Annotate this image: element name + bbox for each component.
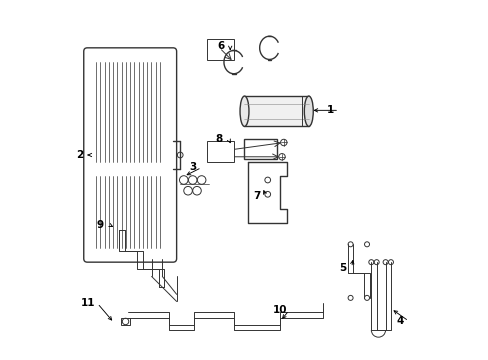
Text: 6: 6 [217, 41, 224, 51]
Text: 5: 5 [338, 262, 346, 273]
Text: 4: 4 [395, 316, 403, 326]
Ellipse shape [304, 96, 313, 126]
Text: 3: 3 [189, 162, 196, 172]
Text: 2: 2 [76, 150, 83, 160]
Bar [121, 318, 130, 325]
Bar [244, 96, 308, 126]
Text: 11: 11 [81, 298, 96, 308]
Text: 1: 1 [326, 105, 333, 115]
Text: 10: 10 [272, 305, 287, 315]
Bar [244, 139, 276, 158]
Text: 9: 9 [96, 220, 103, 230]
Text: 7: 7 [253, 191, 260, 201]
Text: 8: 8 [215, 134, 223, 144]
Ellipse shape [240, 96, 248, 126]
